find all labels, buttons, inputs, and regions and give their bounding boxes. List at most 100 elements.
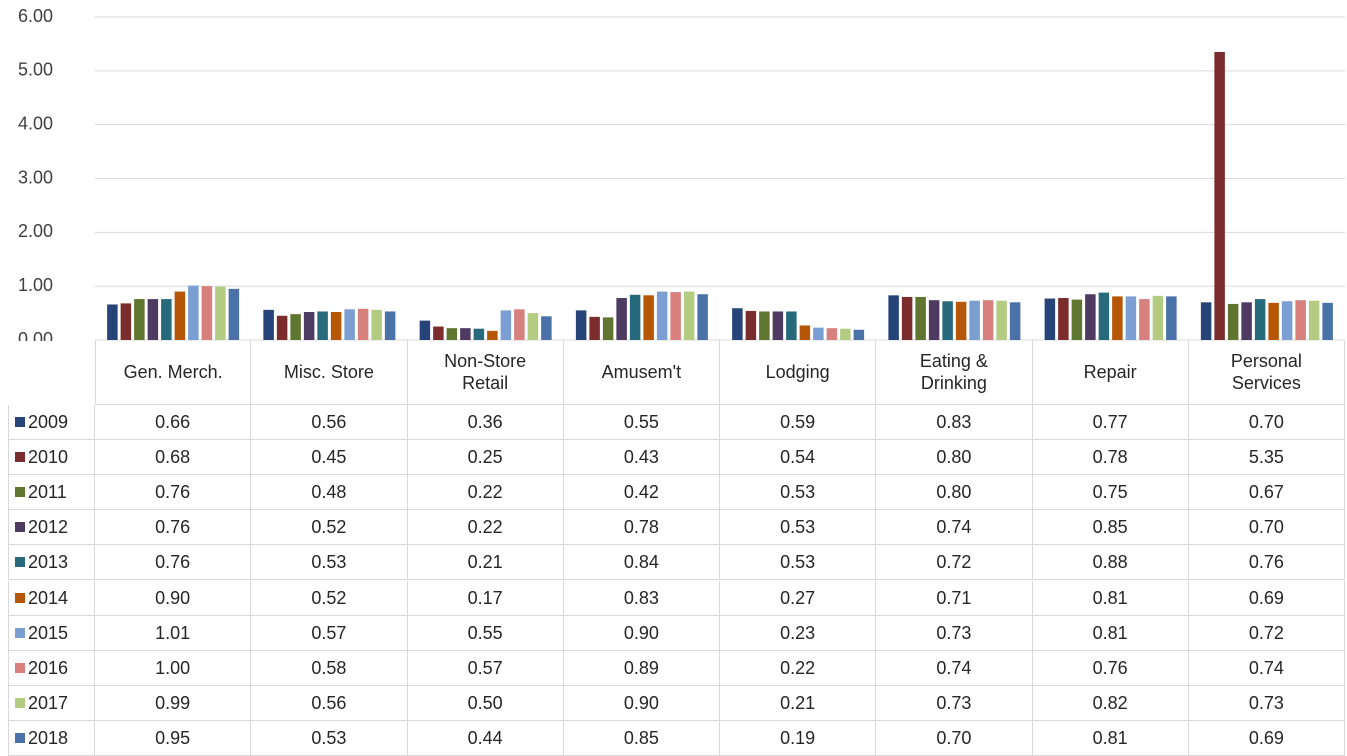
bar	[276, 315, 288, 340]
table-value-text: 0.36	[467, 412, 503, 433]
table-value: 0.71	[876, 580, 1033, 616]
bar	[1139, 299, 1150, 340]
bar	[1071, 299, 1083, 340]
table-value-text: 0.84	[623, 552, 659, 573]
legend-swatch	[15, 557, 25, 568]
table-value: 0.69	[1188, 580, 1345, 616]
table-value: 0.72	[876, 545, 1033, 581]
category-header-text: Lodging	[765, 362, 830, 382]
table-value-text: 0.74	[936, 657, 972, 678]
table-value-text: 0.57	[311, 622, 347, 643]
bar	[786, 311, 797, 340]
table-value-text: 0.73	[936, 692, 972, 713]
bar	[942, 301, 953, 340]
table-value: 0.57	[407, 650, 564, 686]
table-value: 0.78	[563, 510, 720, 546]
table-value-text: 0.55	[623, 412, 659, 433]
bar	[1200, 302, 1212, 340]
bar	[1009, 302, 1021, 340]
table-value: 0.77	[1032, 405, 1189, 441]
bar	[928, 300, 940, 340]
table-value: 0.75	[1032, 475, 1189, 511]
table-value: 0.27	[720, 580, 877, 616]
table-value: 0.72	[1188, 615, 1345, 651]
table-value: 0.43	[563, 440, 720, 476]
table-value: 0.22	[407, 510, 564, 546]
y-tick-label: 6.00	[18, 6, 53, 26]
bar	[384, 311, 396, 340]
table-value-text: 0.23	[780, 622, 816, 643]
bar	[201, 286, 213, 340]
legend-label: 2018	[28, 727, 69, 748]
table-value: 0.90	[95, 580, 252, 616]
table-value: 0.22	[720, 650, 877, 686]
bar	[527, 313, 539, 340]
category-header-text: Repair	[1083, 362, 1137, 382]
bar	[1112, 296, 1123, 340]
table-value: 0.74	[876, 510, 1033, 546]
table-value: 0.90	[563, 615, 720, 651]
legend-entry: 2012	[8, 510, 95, 546]
bar	[772, 311, 784, 340]
table-value-text: 0.53	[311, 552, 347, 573]
legend-entry: 2015	[8, 615, 95, 651]
bar	[697, 294, 708, 340]
bar	[1254, 299, 1266, 340]
legend-label: 2010	[28, 447, 69, 468]
table-value: 0.74	[876, 650, 1033, 686]
bar	[1227, 303, 1239, 340]
legend-entry: 2018	[8, 720, 95, 756]
legend-entry: 2017	[8, 685, 95, 721]
table-value: 0.25	[407, 440, 564, 476]
legend-swatch	[15, 732, 25, 743]
legend-label: 2009	[28, 412, 69, 433]
bar	[514, 309, 525, 340]
table-value: 0.69	[1188, 720, 1345, 756]
bar	[1152, 295, 1164, 340]
bar	[433, 326, 444, 340]
category-header-text: Amusem't	[601, 362, 682, 382]
table-value: 0.85	[1032, 510, 1189, 546]
table-value: 0.80	[876, 440, 1033, 476]
bar	[1322, 302, 1333, 340]
table-value: 0.76	[95, 475, 252, 511]
bar	[901, 296, 913, 340]
table-value-text: 0.90	[623, 622, 659, 643]
table-value: 0.81	[1032, 615, 1189, 651]
table-value: 0.19	[720, 720, 877, 756]
table-value-text: 0.27	[780, 587, 816, 608]
table-value: 0.55	[407, 615, 564, 651]
legend-entry: 2014	[8, 580, 95, 616]
table-value: 0.73	[876, 685, 1033, 721]
table-value: 0.36	[407, 405, 564, 441]
table-value-text: 0.85	[1092, 517, 1128, 538]
table-value-text: 0.70	[936, 727, 972, 748]
table-value: 1.00	[95, 650, 252, 686]
table-value-text: 0.70	[1248, 412, 1284, 433]
legend-swatch	[15, 417, 25, 428]
table-value: 0.74	[1188, 650, 1345, 686]
table-value-text: 0.75	[1092, 482, 1128, 503]
table-value-text: 0.66	[155, 412, 191, 433]
bar	[1268, 302, 1279, 340]
table-value-text: 0.90	[623, 692, 659, 713]
bar	[317, 311, 328, 340]
table-value-text: 0.76	[155, 517, 191, 538]
table-value-text: 1.01	[155, 622, 191, 643]
legend-entry: 2010	[8, 440, 95, 476]
table-value-text: 0.99	[155, 692, 191, 713]
table-value-text: 0.54	[780, 447, 816, 468]
table-value: 0.89	[563, 650, 720, 686]
table-value: 0.73	[1188, 685, 1345, 721]
table-value: 0.22	[407, 475, 564, 511]
table-value-text: 0.85	[623, 727, 659, 748]
bar	[487, 330, 498, 340]
legend-label: 2012	[28, 517, 69, 538]
table-value-text: 0.56	[311, 692, 347, 713]
table-value-text: 0.81	[1092, 587, 1128, 608]
legend-swatch	[15, 487, 25, 498]
table-value: 0.68	[95, 440, 252, 476]
table-value-text: 0.76	[1092, 657, 1128, 678]
category-header-text: Misc. Store	[283, 362, 374, 382]
table-value-text: 0.21	[780, 692, 816, 713]
